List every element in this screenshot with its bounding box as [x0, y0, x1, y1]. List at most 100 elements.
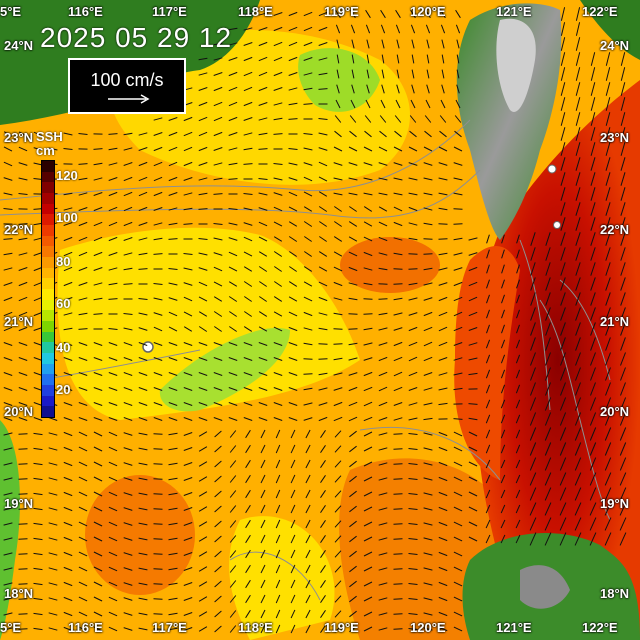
velocity-vector — [501, 264, 505, 274]
velocity-vector — [138, 402, 148, 406]
velocity-vector — [3, 552, 13, 556]
velocity-vector — [303, 103, 313, 105]
velocity-vector — [273, 296, 283, 302]
velocity-vector — [288, 162, 298, 166]
velocity-scale-arrow-icon — [108, 94, 150, 104]
velocity-vector — [485, 489, 491, 499]
velocity-vector — [18, 387, 28, 391]
velocity-vector — [78, 192, 88, 196]
lon-label-bottom: 116°E — [68, 620, 103, 635]
velocity-vector — [348, 177, 358, 181]
velocity-vector — [378, 537, 388, 541]
velocity-vector — [93, 357, 103, 361]
velocity-vector — [108, 267, 118, 271]
velocity-vector — [258, 311, 268, 317]
velocity-vector — [3, 447, 13, 451]
velocity-vector — [214, 595, 222, 603]
velocity-vector — [320, 610, 326, 618]
velocity-vector — [544, 457, 552, 471]
velocity-vector — [198, 461, 208, 467]
velocity-vector — [439, 115, 447, 123]
velocity-vector — [438, 357, 448, 361]
velocity-vector — [78, 402, 88, 406]
velocity-vector — [63, 207, 73, 211]
velocity-vector — [260, 429, 266, 439]
velocity-vector — [245, 504, 251, 514]
velocity-vector — [63, 491, 73, 497]
velocity-vector — [213, 402, 223, 406]
velocity-scale-box: 100 cm/s — [68, 58, 186, 114]
velocity-vector — [33, 162, 43, 166]
timestamp: 2025 05 29 12 — [40, 22, 233, 53]
velocity-vector — [3, 177, 13, 181]
velocity-vector — [48, 537, 58, 541]
velocity-vector — [303, 417, 313, 421]
velocity-vector — [378, 252, 388, 256]
velocity-vector — [485, 459, 491, 469]
velocity-vector — [258, 148, 268, 150]
velocity-vector — [275, 549, 281, 559]
velocity-vector — [138, 237, 148, 241]
velocity-vector — [153, 326, 163, 332]
velocity-vector — [408, 162, 418, 166]
velocity-vector — [3, 192, 13, 196]
velocity-vector — [393, 433, 403, 435]
velocity-vector — [168, 297, 178, 301]
velocity-vector — [363, 596, 373, 602]
land-luzon-mountains — [520, 565, 570, 609]
velocity-vector — [333, 343, 343, 345]
velocity-vector — [408, 583, 418, 585]
velocity-vector — [33, 387, 43, 391]
velocity-vector — [453, 177, 463, 181]
velocity-vector — [589, 532, 597, 546]
velocity-vector — [245, 534, 251, 544]
velocity-vector — [409, 115, 417, 123]
velocity-vector — [63, 446, 73, 452]
velocity-vector — [78, 476, 88, 482]
velocity-vector — [393, 568, 403, 570]
velocity-vector — [229, 326, 237, 332]
lon-label-top: 120°E — [410, 4, 446, 19]
velocity-vector — [244, 311, 252, 317]
velocity-vector — [33, 252, 43, 256]
velocity-vector — [500, 474, 506, 484]
velocity-vector — [560, 262, 566, 276]
velocity-vector — [290, 609, 296, 619]
velocity-vector — [93, 461, 103, 467]
velocity-vector — [468, 521, 478, 527]
velocity-vector — [168, 326, 178, 332]
velocity-vector — [409, 130, 417, 138]
velocity-vector — [108, 431, 118, 437]
velocity-vector — [305, 429, 311, 439]
velocity-vector — [213, 266, 223, 272]
velocity-vector — [408, 523, 418, 525]
colorbar-segment — [42, 342, 54, 354]
velocity-vector — [545, 232, 551, 246]
velocity-vector — [63, 178, 73, 180]
velocity-vector — [393, 538, 403, 540]
velocity-vector — [229, 460, 237, 468]
velocity-vector — [423, 597, 433, 601]
velocity-vector — [245, 474, 251, 484]
velocity-vector — [604, 442, 612, 456]
velocity-vector — [423, 207, 433, 211]
velocity-vector — [620, 217, 626, 231]
velocity-vector — [78, 266, 88, 272]
velocity-vector — [468, 506, 478, 512]
velocity-vector — [378, 298, 388, 300]
velocity-vector — [228, 222, 238, 226]
velocity-vector — [273, 133, 283, 135]
velocity-vector — [288, 372, 298, 376]
velocity-vector — [153, 117, 163, 121]
velocity-vector — [395, 9, 401, 19]
velocity-vector — [63, 387, 73, 391]
velocity-vector — [333, 312, 343, 316]
velocity-vector — [319, 221, 327, 227]
velocity-vector — [589, 502, 597, 516]
velocity-vector — [260, 609, 266, 619]
velocity-vector — [438, 402, 448, 406]
velocity-vector — [63, 566, 73, 572]
velocity-vector — [244, 296, 252, 302]
velocity-vector — [408, 417, 418, 421]
velocity-vector — [138, 357, 148, 361]
